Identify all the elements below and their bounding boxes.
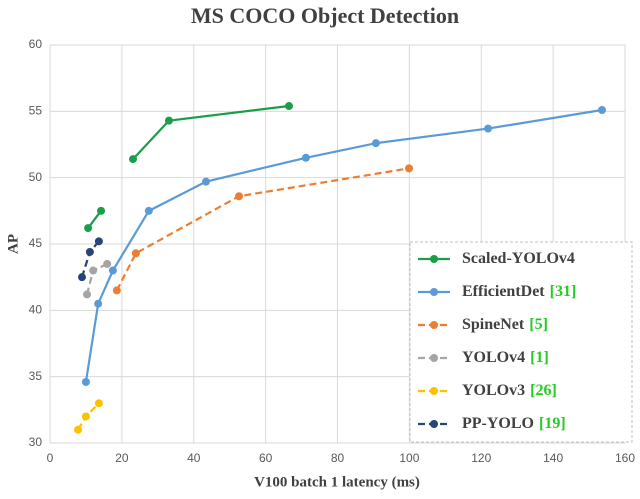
- data-point: [94, 299, 103, 308]
- data-point: [81, 377, 90, 386]
- y-tick-label: 45: [29, 236, 43, 250]
- y-axis-label: AP: [5, 234, 21, 254]
- x-tick-label: 40: [187, 451, 201, 465]
- y-tick-label: 50: [29, 170, 43, 184]
- data-point: [85, 247, 94, 256]
- legend-label: EfficientDet [31]: [462, 283, 576, 300]
- legend-label: SpineNet [5]: [462, 316, 548, 333]
- data-point: [201, 177, 210, 186]
- series-line: [87, 104, 290, 229]
- data-point: [108, 266, 117, 275]
- data-point: [97, 206, 106, 215]
- legend-name: YOLOv4: [462, 349, 525, 366]
- data-point: [235, 192, 244, 201]
- legend-citation: [1]: [530, 349, 549, 366]
- data-point: [129, 155, 138, 164]
- chart-title: MS COCO Object Detection: [191, 3, 459, 28]
- x-tick-label: 80: [331, 451, 345, 465]
- legend-citation: [31]: [550, 283, 577, 300]
- y-tick-label: 40: [29, 303, 43, 317]
- legend-box: [409, 241, 633, 443]
- data-point: [103, 259, 112, 268]
- legend-name: YOLOv3: [462, 382, 525, 399]
- x-tick-label: 120: [471, 451, 491, 465]
- legend-label: YOLOv4 [1]: [462, 349, 549, 366]
- data-point: [94, 399, 103, 408]
- x-axis-label: V100 batch 1 latency (ms): [254, 474, 420, 490]
- legend-label: PP-YOLO [19]: [462, 415, 566, 432]
- legend-name: SpineNet: [462, 316, 525, 333]
- legend-citation: [19]: [539, 415, 566, 432]
- legend-marker: [430, 420, 438, 428]
- data-point: [74, 425, 83, 434]
- data-point: [81, 412, 90, 421]
- x-tick-label: 100: [399, 451, 419, 465]
- legend-marker: [430, 255, 438, 263]
- legend-name: Scaled-YOLOv4: [462, 250, 575, 267]
- x-tick-label: 160: [615, 451, 635, 465]
- data-point: [301, 153, 310, 162]
- y-tick-label: 35: [29, 369, 43, 383]
- legend-label: Scaled-YOLOv4: [462, 250, 575, 267]
- data-point: [77, 273, 86, 282]
- data-point: [484, 124, 493, 133]
- y-tick-label: 60: [29, 37, 43, 51]
- legend-marker: [430, 288, 438, 296]
- legend-marker: [430, 387, 438, 395]
- data-point: [405, 164, 414, 173]
- data-point: [144, 206, 153, 215]
- data-point: [371, 139, 380, 148]
- legend-citation: [5]: [529, 316, 548, 333]
- y-tick-label: 55: [29, 104, 43, 118]
- legend-name: PP-YOLO: [462, 415, 534, 432]
- data-point: [84, 224, 93, 233]
- legend-citation: [26]: [530, 382, 557, 399]
- data-point: [94, 237, 103, 246]
- data-point: [83, 290, 92, 299]
- x-tick-label: 20: [115, 451, 129, 465]
- data-point: [598, 106, 606, 115]
- legend-marker: [430, 321, 438, 329]
- y-tick-label: 30: [29, 435, 43, 449]
- x-tick-label: 60: [259, 451, 273, 465]
- data-point: [164, 116, 173, 125]
- legend-name: EfficientDet: [462, 283, 545, 300]
- data-point: [112, 286, 121, 295]
- data-point: [131, 249, 140, 258]
- legend-label: YOLOv3 [26]: [462, 382, 557, 399]
- series-line: [115, 167, 410, 291]
- x-tick-label: 140: [543, 451, 563, 465]
- legend-marker: [430, 354, 438, 362]
- x-tick-label: 0: [47, 451, 54, 465]
- data-point: [89, 266, 98, 275]
- data-point: [284, 102, 293, 111]
